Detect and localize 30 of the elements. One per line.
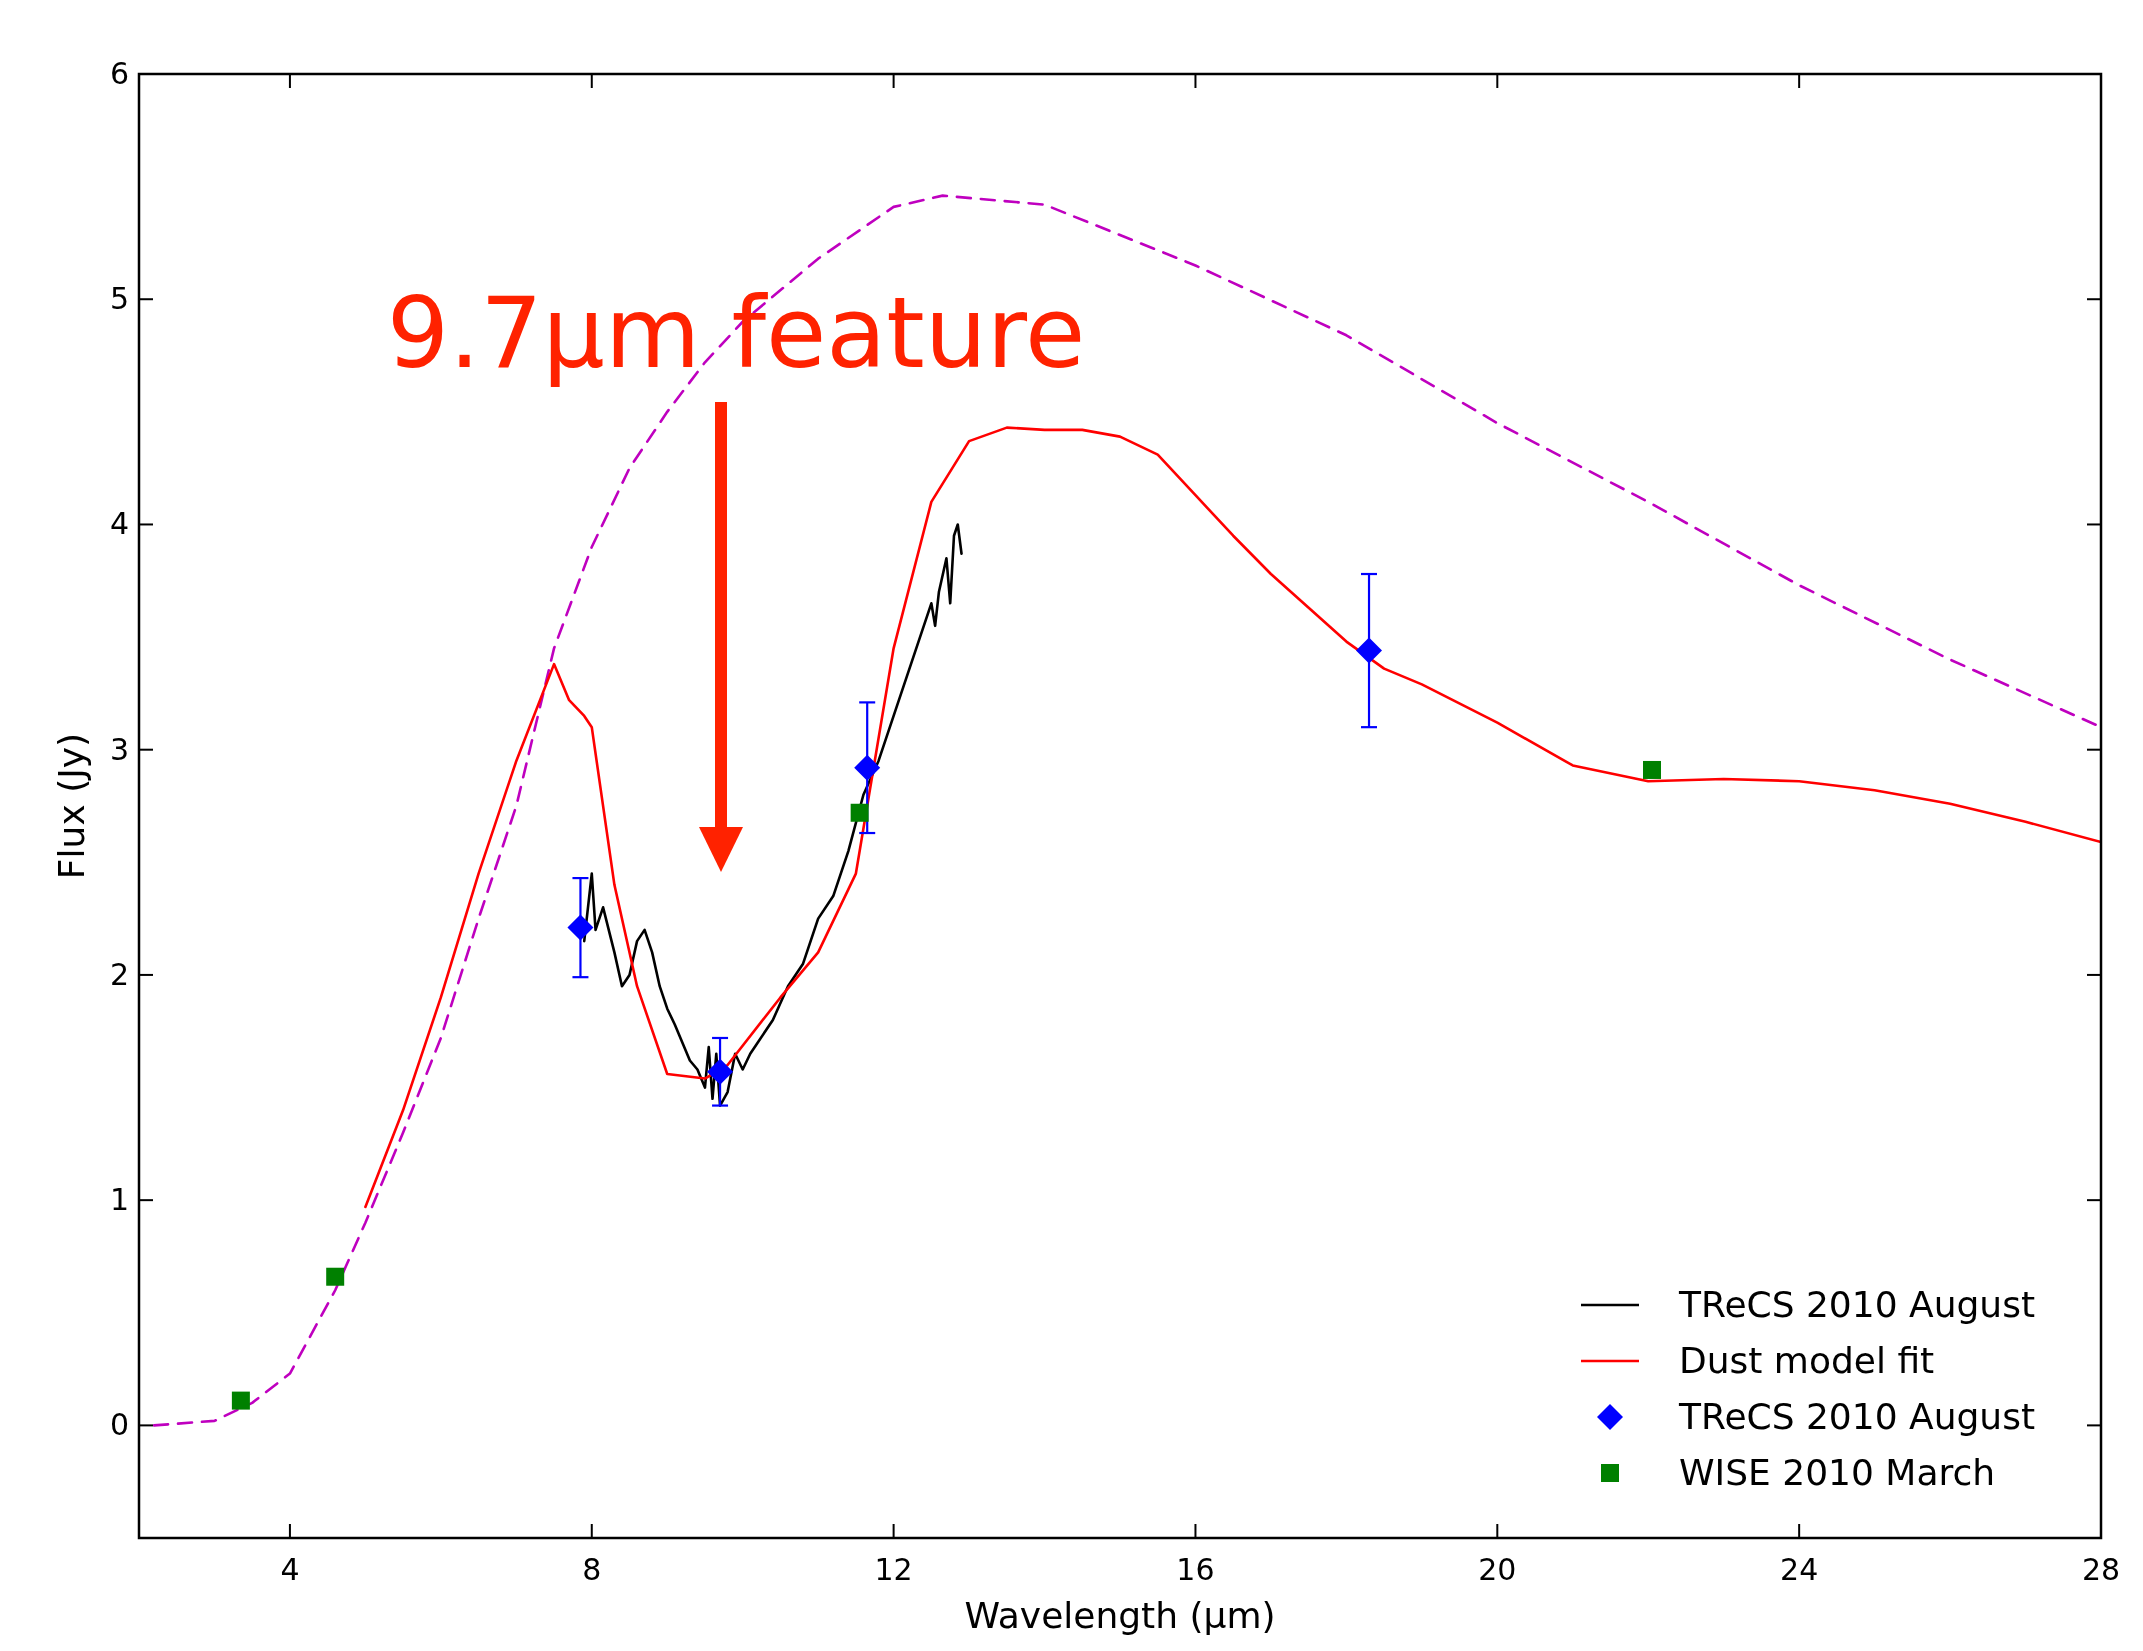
y-tick-label: 4	[109, 506, 129, 542]
x-tick-label: 24	[1780, 1552, 1819, 1587]
x-tick-label: 4	[280, 1552, 300, 1587]
point	[1356, 637, 1383, 664]
point	[850, 803, 869, 822]
y-tick-label: 2	[109, 956, 129, 992]
legend-label: Dust model fit	[1679, 1340, 1935, 1381]
legend-label: TReCS 2010 August	[1678, 1284, 2036, 1325]
x-axis-title: Wavelength (μm)	[964, 1595, 1276, 1636]
x-tick-label: 20	[1478, 1552, 1517, 1587]
y-axis-title: Flux (Jy)	[51, 732, 92, 880]
x-tick-label: 12	[874, 1552, 913, 1587]
annotation: 9.7μm feature	[386, 276, 1086, 390]
point	[707, 1058, 734, 1085]
y-tick-label: 6	[109, 56, 129, 91]
legend-label: WISE 2010 March	[1679, 1452, 1996, 1493]
point	[231, 1391, 250, 1410]
x-tick-label: 8	[582, 1552, 602, 1587]
x-tick-label: 28	[2081, 1552, 2121, 1587]
x-tick-label: 16	[1176, 1552, 1215, 1587]
y-tick-label: 5	[109, 281, 129, 317]
y-tick-label: 1	[109, 1182, 129, 1218]
legend-label: TReCS 2010 August	[1678, 1396, 2036, 1437]
point	[567, 914, 594, 941]
point	[326, 1267, 345, 1286]
line-series	[364, 426, 2101, 1209]
y-tick-label: 0	[109, 1407, 129, 1443]
y-tick-label: 3	[109, 731, 129, 767]
point	[854, 754, 881, 781]
point	[1643, 760, 1661, 779]
